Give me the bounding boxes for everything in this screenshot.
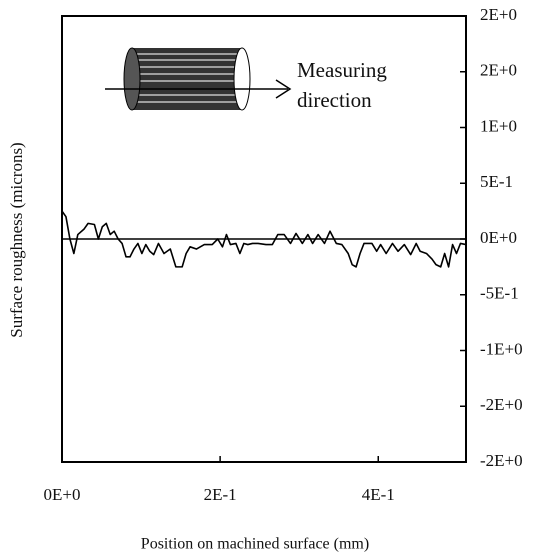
y-tick-label: 2E+0: [480, 61, 517, 80]
x-tick-label: 4E-1: [362, 485, 395, 504]
cylinder-body: [132, 48, 242, 110]
roughness-line: [61, 210, 467, 268]
x-tick-label: 2E-1: [204, 485, 237, 504]
annotation: Measuring: [297, 58, 387, 82]
y-axis-label: Surface roughness (microns): [7, 142, 26, 337]
y-tick-label: -2E+0: [480, 451, 523, 470]
x-tick-label: 0E+0: [44, 485, 81, 504]
y-tick-label: 1E+0: [480, 116, 517, 135]
y-tick-label: 5E-1: [480, 172, 513, 191]
y-tick-label: -5E-1: [480, 284, 519, 303]
y-tick-label: 2E+0: [480, 5, 517, 24]
arrow-head: [275, 79, 292, 99]
cylinder-right-end: [233, 47, 251, 111]
y-tick-label: 0E+0: [480, 228, 517, 247]
y-tick-label: -2E+0: [480, 395, 523, 414]
y-tick-label: -1E+0: [480, 339, 523, 358]
x-axis-label: Position on machined surface (mm): [141, 536, 369, 553]
cylinder-stripes: [134, 53, 240, 103]
cylinder-left-end: [123, 47, 141, 111]
cylinder-icon: [105, 47, 292, 111]
annotation: direction: [297, 88, 372, 112]
